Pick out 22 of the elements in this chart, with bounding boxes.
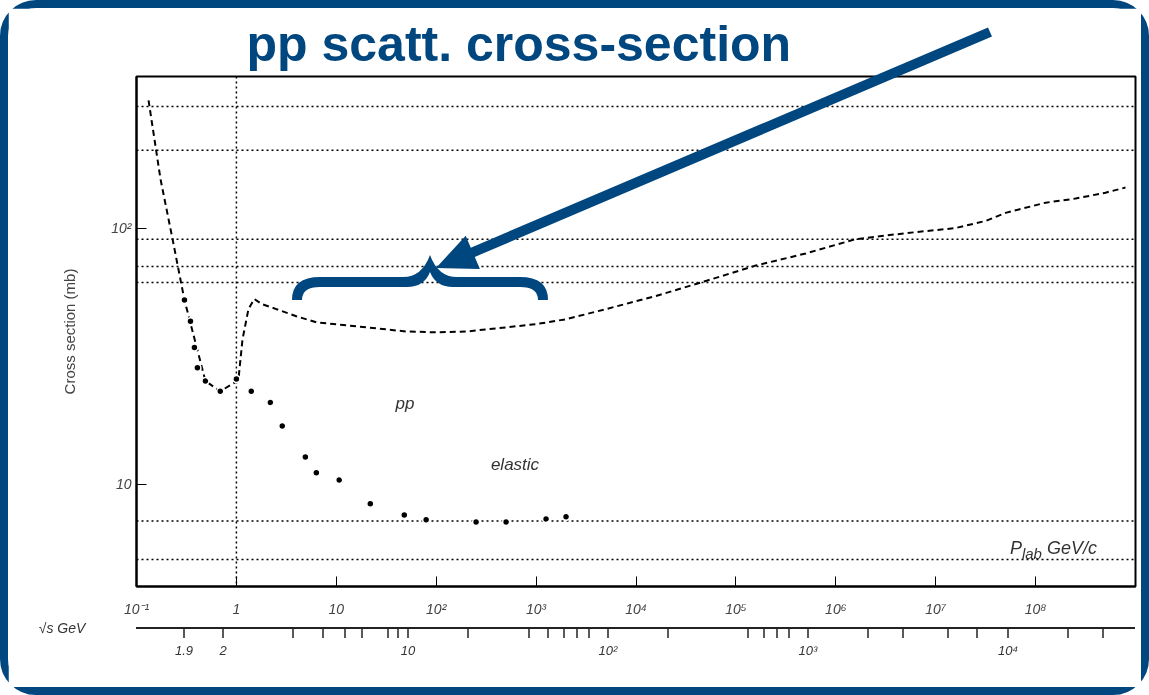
text: 10²: [598, 642, 618, 658]
annotation: pp: [395, 394, 415, 414]
annotation: elastic: [490, 455, 540, 475]
x-tick-label: 10⁶: [825, 600, 847, 617]
x-tick-label: 1: [232, 600, 241, 617]
x-tick-label: 10⁴: [625, 600, 647, 617]
x-tick-label: 10²: [426, 600, 448, 617]
y-axis-title: Cross section (mb): [61, 268, 79, 395]
x-tick-label: 10⁻¹: [123, 600, 150, 617]
text: 1.9: [174, 642, 194, 658]
text: 10³: [798, 642, 818, 658]
text: 2: [219, 642, 227, 658]
chart-title: pp scatt. cross-section: [246, 15, 792, 72]
text: 10: [400, 642, 416, 658]
x-axis-title: P$_{lab}$ GeV/c: [1009, 538, 1097, 562]
x-tick-label: 10⁸: [1024, 600, 1047, 617]
text: 10⁴: [997, 642, 1019, 658]
x-tick-label: 10³: [525, 600, 547, 617]
text: √s GeV: [38, 620, 86, 636]
x-tick-label: 10⁷: [925, 600, 947, 617]
x-tick-label: 10: [328, 600, 345, 617]
x-tick-label: 10⁵: [725, 600, 747, 617]
